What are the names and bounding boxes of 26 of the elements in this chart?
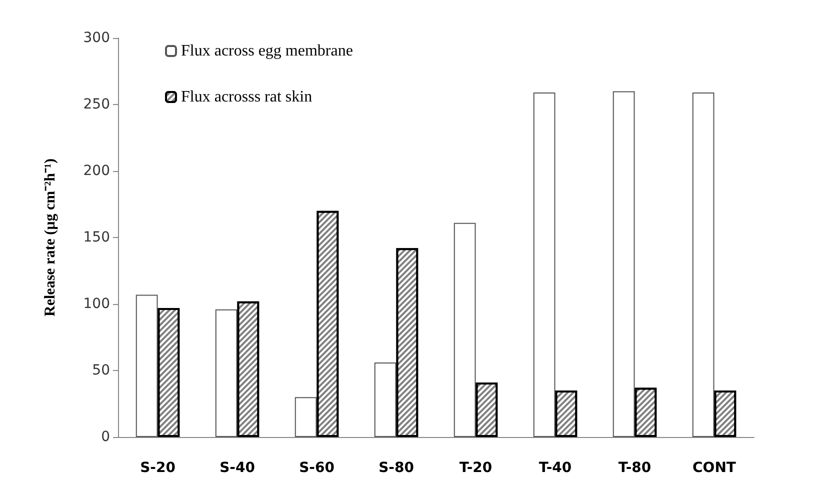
- bar: [612, 91, 635, 437]
- x-tick-label: S-40: [220, 460, 256, 476]
- y-axis-title: Release rate (µg cm⁻²h⁻¹): [42, 158, 58, 316]
- bar: [533, 92, 556, 437]
- y-tick-label: 200: [83, 163, 110, 179]
- bar: [136, 294, 158, 437]
- legend-label: Flux across egg membrane: [181, 42, 353, 60]
- x-tick-label: S-80: [378, 460, 414, 476]
- bar: [692, 92, 714, 437]
- bar: [294, 397, 317, 437]
- y-tick-label: 50: [92, 362, 110, 378]
- x-tick-label: T-20: [459, 460, 492, 476]
- x-tick-label: CONT: [692, 460, 736, 476]
- legend-label: Flux acrosss rat skin: [181, 88, 312, 106]
- bar: [454, 222, 476, 437]
- y-tick-label: 0: [101, 429, 110, 445]
- y-tick-label: 100: [83, 296, 110, 312]
- y-tick-label: 150: [83, 230, 110, 246]
- y-tick-label: 250: [83, 96, 110, 112]
- x-tick-label: T-80: [618, 460, 652, 476]
- x-tick-label: S-20: [140, 460, 176, 476]
- x-tick-label: S-60: [299, 460, 335, 476]
- y-tick-label: 300: [83, 30, 110, 46]
- bar: [215, 309, 238, 437]
- x-tick-label: T-40: [538, 460, 572, 476]
- bar: [374, 362, 396, 437]
